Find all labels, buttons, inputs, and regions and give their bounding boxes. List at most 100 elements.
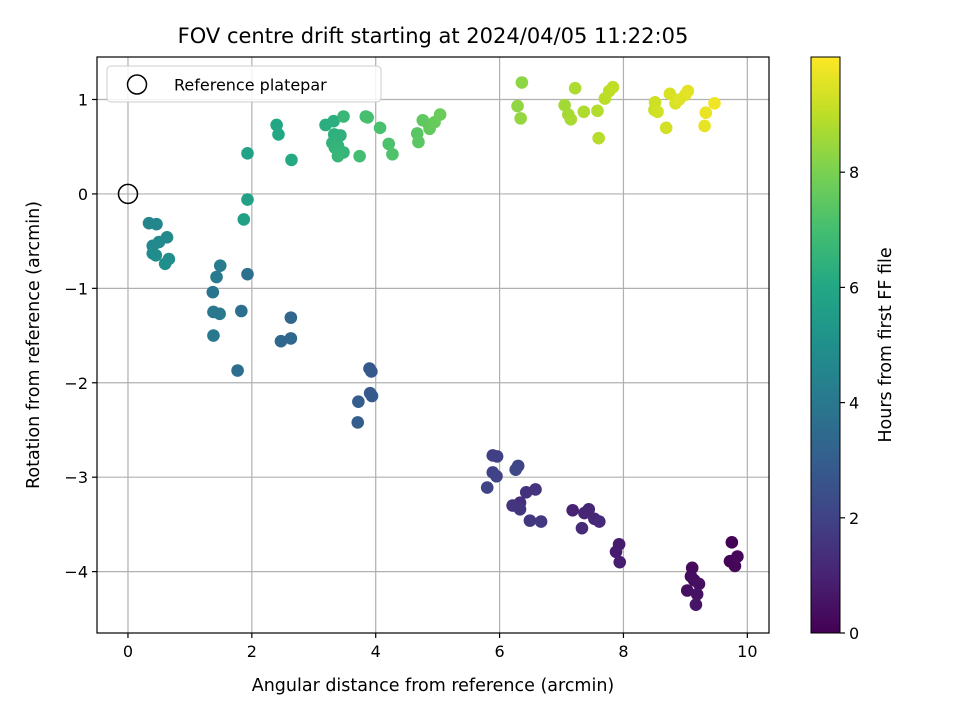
data-point [558,98,571,112]
data-point [592,515,606,528]
data-point [361,111,374,124]
data-points [117,76,744,611]
y-tick-label: 1 [78,90,88,109]
data-point [698,119,711,133]
y-tick-label: −1 [64,279,88,298]
y-tick-label: 0 [78,185,88,204]
data-point [692,577,706,591]
data-point [353,149,366,163]
data-point [231,364,244,377]
y-tick-label: −4 [64,563,88,582]
data-point [237,213,251,226]
legend-reference-marker [126,74,148,95]
data-point [373,121,387,135]
data-point [433,108,447,121]
data-point [365,365,378,378]
data-point [490,450,504,463]
data-point [241,147,254,160]
data-point [207,329,220,342]
data-point [241,193,254,206]
grid [97,57,769,633]
data-point [690,587,704,601]
y-tick-label: −2 [64,374,88,393]
legend: Reference platepar [106,65,382,103]
data-point [365,389,379,403]
plot-frame [96,56,770,634]
data-point [351,416,365,429]
data-point [582,503,596,516]
data-point [648,96,662,109]
data-point [534,515,548,528]
data-point [480,481,494,494]
data-point [613,555,627,569]
data-point [206,285,220,299]
data-point [270,118,283,132]
data-point [241,267,254,281]
data-point [606,80,620,94]
data-point [708,96,721,110]
data-point [609,545,623,559]
data-point [566,503,579,517]
data-point [575,521,589,535]
x-tick-label: 10 [737,642,757,661]
data-point [337,110,350,123]
data-point [509,463,522,476]
data-point [382,137,396,151]
colorbar-ticks: 0 2 4 6 8 [840,163,859,643]
data-point [659,121,673,135]
data-point [284,332,298,345]
axis-ticks: 0 2 4 6 8 10 −4 −3 −2 −1 0 1 [64,90,757,661]
data-point [284,311,298,324]
data-point [150,217,163,231]
data-point [514,112,527,125]
x-tick-label: 0 [123,642,133,661]
colorbar-tick-label: 6 [849,278,859,297]
data-point [213,307,226,321]
colorbar-tick-label: 4 [849,394,859,413]
data-point [272,128,285,141]
legend-reference-label: Reference platepar [174,76,327,95]
legend-box [106,65,382,103]
data-point [592,131,605,145]
colorbar-bar [810,56,841,634]
y-axis-label: Rotation from reference (arcmin) [24,201,44,489]
colorbar-tick-label: 2 [849,509,859,528]
y-tick-label: −3 [64,468,88,487]
data-point [274,334,288,348]
data-point [327,114,340,128]
data-point [285,153,298,167]
data-point [158,257,172,271]
data-point [331,149,345,163]
data-point [699,106,713,120]
data-point [577,105,591,119]
data-point [149,248,163,262]
data-point [680,584,694,597]
data-point [731,550,744,563]
data-point [160,231,174,244]
data-point [412,135,425,149]
x-tick-label: 4 [371,642,381,661]
chart-title: FOV centre drift starting at 2024/04/05 … [178,24,689,48]
data-point [515,76,529,89]
data-point [513,503,527,516]
data-point [681,84,695,98]
data-point [663,87,677,101]
x-tick-label: 2 [247,642,257,661]
data-point [728,559,742,573]
data-point [591,104,604,118]
data-point [235,304,248,318]
data-point [352,395,365,408]
data-point [523,514,537,527]
colorbar-tick-label: 0 [849,624,859,643]
data-point [213,259,227,272]
data-point [651,105,664,119]
data-point [511,99,524,113]
colorbar: 0 2 4 6 8 Hours from first FF file [810,56,896,643]
data-point [529,483,542,496]
data-point [568,81,582,95]
data-point [210,270,223,284]
reference-marker [117,183,139,205]
data-point [490,469,503,483]
